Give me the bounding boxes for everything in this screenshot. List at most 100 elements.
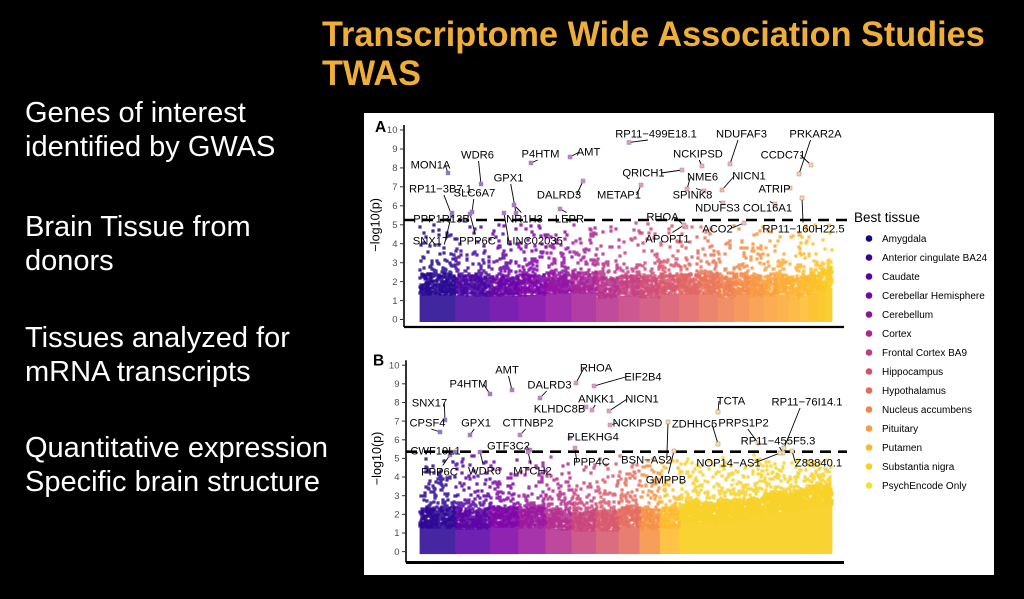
svg-text:SPINK8: SPINK8 [673,190,713,202]
svg-text:Substantia nigra: Substantia nigra [882,462,955,473]
svg-text:NOP14−AS1: NOP14−AS1 [696,458,760,470]
svg-text:MTCH2: MTCH2 [513,466,552,478]
svg-text:7: 7 [392,182,397,193]
svg-text:SLC6A7: SLC6A7 [454,188,496,200]
svg-text:−log10(p): −log10(p) [369,198,383,252]
svg-text:8: 8 [394,398,399,409]
svg-text:PRPS1P2: PRPS1P2 [718,418,768,430]
svg-text:Hypothalamus: Hypothalamus [882,386,946,397]
svg-text:PRKAR2A: PRKAR2A [789,129,842,141]
svg-text:Best tissue: Best tissue [854,210,920,225]
svg-text:RP11−76I14.1: RP11−76I14.1 [771,397,842,409]
svg-text:RHOA: RHOA [580,363,613,375]
svg-text:NDUFAF3: NDUFAF3 [716,129,767,141]
svg-text:RP11−455F5.3: RP11−455F5.3 [741,436,816,448]
svg-text:NCKIPSD: NCKIPSD [613,418,663,430]
svg-text:RP11−160H22.5: RP11−160H22.5 [762,224,844,236]
svg-text:7: 7 [394,416,399,427]
svg-text:EIF2B4: EIF2B4 [624,372,661,384]
svg-text:ATRIP: ATRIP [758,184,790,196]
svg-text:NR1H3: NR1H3 [506,214,543,226]
svg-text:Pituitary: Pituitary [882,424,918,435]
svg-text:QRICH1: QRICH1 [622,168,664,180]
svg-text:4: 4 [394,472,399,483]
svg-text:RHOA: RHOA [646,212,679,224]
svg-text:9: 9 [394,379,399,390]
svg-text:Cerebellar Hemisphere: Cerebellar Hemisphere [882,291,985,302]
svg-text:4: 4 [392,239,397,250]
svg-text:AMT: AMT [577,147,601,159]
svg-text:RP11−3B7.1: RP11−3B7.1 [409,184,472,196]
svg-text:Nucleus accumbens: Nucleus accumbens [882,405,972,416]
svg-text:0: 0 [392,315,397,326]
svg-text:SNX17: SNX17 [412,398,447,410]
svg-text:ACO2: ACO2 [702,224,732,236]
svg-text:NCKIPSD: NCKIPSD [673,149,723,161]
svg-text:5: 5 [392,220,397,231]
svg-text:Amygdala: Amygdala [882,234,927,245]
svg-text:GTF3C2: GTF3C2 [487,441,530,453]
svg-text:Cortex: Cortex [882,329,911,340]
svg-text:ANKK1: ANKK1 [578,394,615,406]
svg-text:RP11−499E18.1: RP11−499E18.1 [615,129,697,141]
svg-text:COL16A1: COL16A1 [743,203,792,215]
svg-text:AMT: AMT [495,365,519,377]
svg-text:6: 6 [392,201,397,212]
svg-text:NICN1: NICN1 [732,171,766,183]
svg-text:NICN1: NICN1 [625,394,659,406]
svg-text:8: 8 [392,163,397,174]
svg-text:MON1A: MON1A [411,160,451,172]
svg-text:NME6: NME6 [687,172,718,184]
svg-text:6: 6 [394,435,399,446]
svg-text:METAP1: METAP1 [597,190,641,202]
svg-text:P4HTM: P4HTM [522,149,560,161]
svg-text:Hippocampus: Hippocampus [882,367,943,378]
svg-text:A: A [375,119,386,136]
svg-text:APOPT1: APOPT1 [645,234,689,246]
svg-text:CWF19L1: CWF19L1 [410,446,460,458]
svg-text:BSN−AS2: BSN−AS2 [621,455,672,467]
svg-text:10: 10 [389,360,400,371]
svg-text:P4HTM: P4HTM [450,379,488,391]
svg-text:NDUFS3: NDUFS3 [695,203,740,215]
svg-text:1: 1 [392,296,397,307]
svg-text:3: 3 [392,258,397,269]
svg-text:1: 1 [394,528,399,539]
svg-text:ZDHHC5: ZDHHC5 [672,419,717,431]
svg-text:Putamen: Putamen [882,443,922,454]
svg-text:GPX1: GPX1 [494,173,524,185]
svg-text:0: 0 [394,547,399,558]
svg-text:Cerebellum: Cerebellum [882,310,933,321]
svg-text:LEPR: LEPR [555,214,584,226]
svg-text:2: 2 [392,277,397,288]
svg-text:GMPPB: GMPPB [646,475,686,487]
svg-text:CCDC71: CCDC71 [761,150,806,162]
svg-text:GPX1: GPX1 [461,418,491,430]
svg-text:3: 3 [394,491,399,502]
svg-text:−log10(p): −log10(p) [370,432,384,486]
svg-text:DALRD3: DALRD3 [537,190,581,202]
svg-text:LINC02035: LINC02035 [506,236,563,248]
svg-text:CTTNBP2: CTTNBP2 [503,418,554,430]
svg-text:KLHDC8B: KLHDC8B [534,404,586,416]
svg-text:PPP1R13B: PPP1R13B [413,214,470,226]
svg-text:WDR6: WDR6 [461,150,494,162]
svg-text:CPSF4: CPSF4 [409,418,445,430]
svg-text:Anterior cingulate BA24: Anterior cingulate BA24 [882,253,988,264]
svg-text:SNX17: SNX17 [413,236,448,248]
svg-text:WDR6: WDR6 [468,466,501,478]
svg-text:PPP6C: PPP6C [421,467,458,479]
svg-text:PLEKHG4: PLEKHG4 [567,432,619,444]
svg-text:Z83840.1: Z83840.1 [795,458,842,470]
svg-text:PPP4C: PPP4C [573,457,610,469]
svg-text:PsychEncode Only: PsychEncode Only [882,481,967,492]
svg-text:2: 2 [394,510,399,521]
svg-text:5: 5 [394,454,399,465]
svg-text:TCTA: TCTA [717,396,746,408]
svg-text:Frontal Cortex BA9: Frontal Cortex BA9 [882,348,967,359]
svg-text:10: 10 [387,125,398,136]
svg-text:Caudate: Caudate [882,272,920,283]
svg-text:9: 9 [392,144,397,155]
svg-text:PPP6C: PPP6C [459,236,496,248]
svg-text:B: B [373,353,384,370]
